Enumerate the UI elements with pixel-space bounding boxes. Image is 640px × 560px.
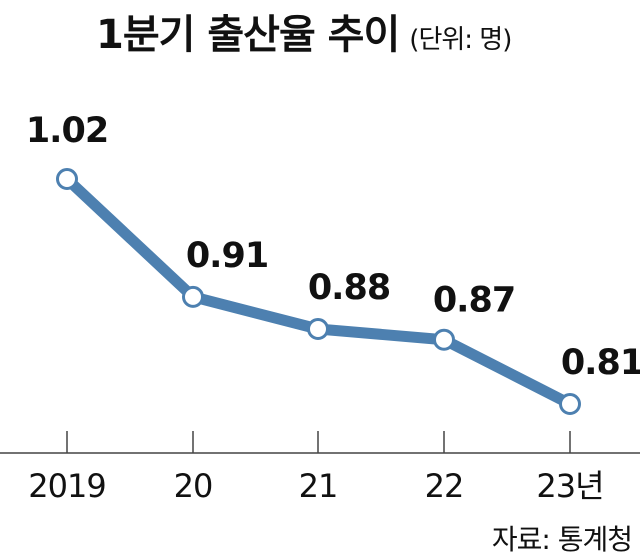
data-point <box>307 318 329 340</box>
source-note: 자료: 통계청 <box>491 523 633 556</box>
data-point <box>182 285 204 308</box>
x-tick-label: 21 <box>299 467 338 505</box>
data-label: 0.81 <box>561 343 640 383</box>
unit-note: (단위: 명) <box>409 25 512 55</box>
data-label: 0.91 <box>186 236 268 276</box>
data-point <box>56 168 78 190</box>
x-tick-label: 2019 <box>28 467 105 505</box>
data-label: 0.87 <box>433 281 515 321</box>
x-tick-label: 22 <box>425 467 464 505</box>
chart-title-row: 1분기 출산율 추이 (단위: 명) <box>96 2 512 60</box>
data-label: 1.02 <box>26 111 108 151</box>
x-tick-label: 23년 <box>536 467 603 505</box>
data-point <box>433 328 455 351</box>
data-label: 0.88 <box>308 268 390 308</box>
data-point <box>559 393 581 415</box>
x-tick-label: 20 <box>174 467 213 505</box>
chart-title: 1분기 출산율 추이 <box>96 12 400 58</box>
